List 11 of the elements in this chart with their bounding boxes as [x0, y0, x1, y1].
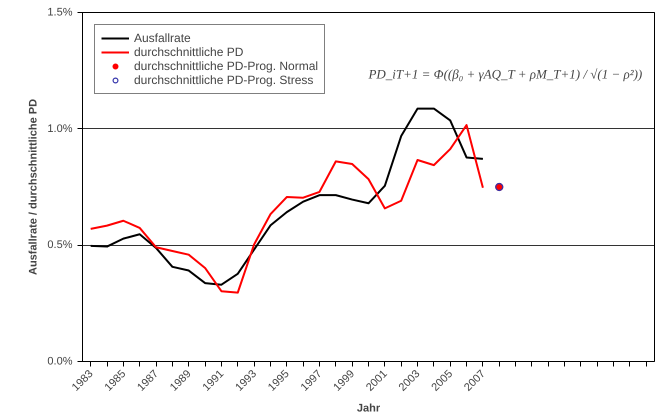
legend-label: Ausfallrate	[134, 31, 191, 45]
x-axis-title: Jahr	[356, 402, 381, 414]
y-axis-title: Ausfallrate / durchschnittliche PD	[27, 98, 40, 276]
y-tick-label: 0.0%	[47, 356, 73, 368]
legend-label: durchschnittliche PD-Prog. Normal	[134, 59, 318, 73]
annotation: PD_iT+1 = Φ((β₀ + γAQ_T + ρM_T+1) / √(1 − ρ²))	[367, 66, 642, 82]
y-tick-label: 1.0%	[47, 122, 73, 135]
legend-label: durchschnittliche PD-Prog. Stress	[134, 73, 314, 87]
legend-label: durchschnittliche PD	[134, 45, 244, 59]
y-tick-label: 1.5%	[47, 6, 73, 18]
y-tick-label: 0.5%	[47, 239, 73, 252]
